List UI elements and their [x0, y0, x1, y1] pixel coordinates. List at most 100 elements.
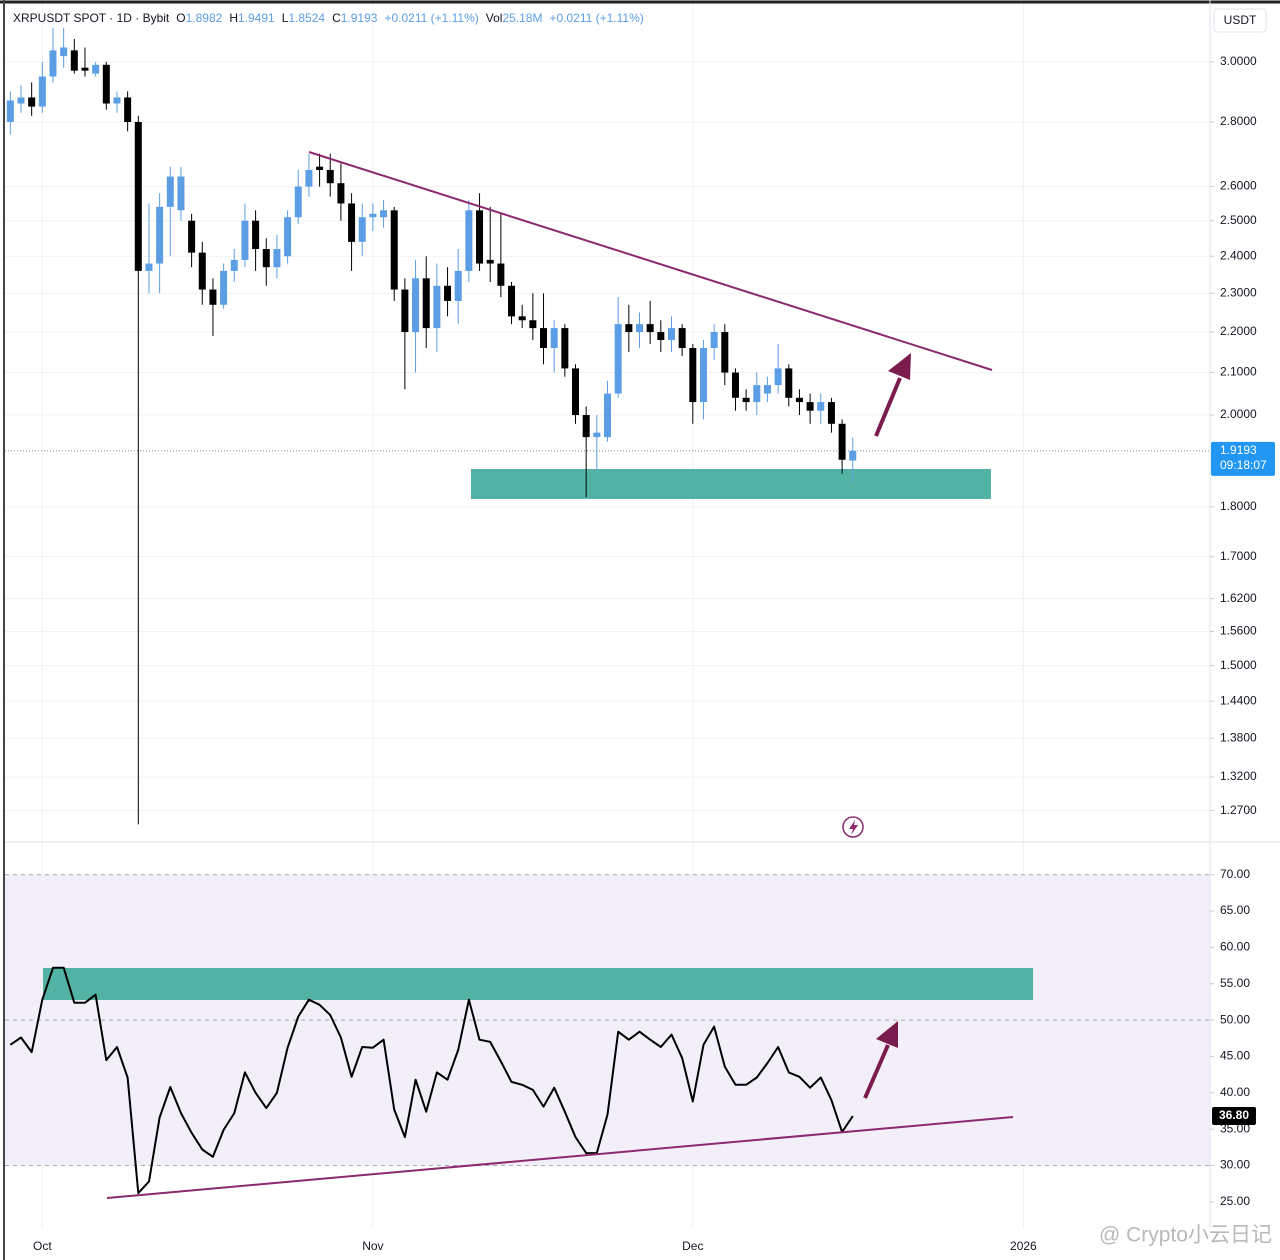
legend-item: 1.9193	[341, 11, 378, 25]
y-tick-label: 30.00	[1220, 1158, 1250, 1172]
candle-body	[572, 368, 580, 416]
candle-body	[70, 50, 78, 71]
candle-body	[316, 166, 324, 170]
last-value-tag	[1212, 1107, 1256, 1126]
candle-body	[433, 285, 441, 329]
candle-body	[454, 270, 462, 301]
y-tick-label: 2.3000	[1220, 285, 1257, 299]
alert-icon-bolt	[849, 820, 858, 835]
candle-body	[817, 402, 825, 411]
candle-body	[795, 397, 803, 403]
legend-item: 25.18M	[502, 11, 542, 25]
legend-item: L	[282, 11, 289, 25]
currency-box[interactable]	[1213, 8, 1267, 33]
legend: XRPUSDT SPOT · 1D · Bybit O1.8982 H1.9491 L…	[13, 11, 644, 25]
arrow-head	[888, 353, 911, 380]
candle-body	[657, 332, 665, 340]
y-tick-label: 70.00	[1220, 867, 1250, 881]
candle-body	[294, 186, 302, 218]
y-tick-label: 1.6200	[1220, 591, 1257, 605]
candle-body	[284, 217, 292, 257]
candle-body	[721, 332, 729, 373]
candle-body	[28, 97, 36, 107]
candle-body	[593, 432, 601, 438]
rsi-line	[9, 966, 854, 1195]
countdown: 09:18:07	[1220, 458, 1267, 472]
legend-item: Vol	[486, 11, 503, 25]
candle-body	[220, 270, 228, 305]
candle-body	[561, 328, 569, 369]
candle-body	[412, 278, 420, 333]
candle-body	[742, 397, 750, 403]
candle-body	[348, 203, 356, 242]
candle-body	[262, 249, 270, 268]
marks-layer	[6, 27, 857, 1195]
candle-body	[134, 121, 142, 271]
candle-body	[785, 368, 793, 398]
arrow-head	[876, 1021, 898, 1048]
y-tick-label: 1.3800	[1220, 730, 1257, 744]
candle-body	[252, 220, 260, 250]
candle-body	[305, 169, 313, 187]
candle-body	[230, 259, 238, 271]
y-tick-label: 2.5000	[1220, 213, 1257, 227]
rsi-zone	[43, 968, 1033, 1000]
candle-body	[486, 259, 494, 264]
candle-body	[827, 402, 835, 424]
candle-body	[476, 210, 484, 264]
candle-body	[667, 328, 675, 340]
legend-item: +0.0211 (+1.11%)	[549, 11, 643, 25]
y-tick-label: 2.1000	[1220, 365, 1257, 379]
y-tick-label: 1.5600	[1220, 624, 1257, 638]
candle-body	[689, 348, 697, 403]
candle-body	[380, 210, 388, 218]
y-tick-label: 2.4000	[1220, 248, 1257, 262]
candle-body	[774, 368, 782, 386]
candle-body	[646, 324, 654, 333]
watermark: @ Crypto小云日记	[1099, 1224, 1272, 1247]
candle-body	[635, 324, 643, 333]
y-tick-label: 55.00	[1220, 976, 1250, 990]
legend-item: XRPUSDT SPOT · 1D · Bybit	[13, 11, 170, 25]
candle-body	[358, 217, 366, 242]
last-value-label: 36.80	[1219, 1108, 1249, 1122]
candle-body	[699, 348, 707, 403]
arrow-shaft	[863, 1044, 890, 1099]
y-tick-label: 1.7000	[1220, 549, 1257, 563]
y-tick-label: 60.00	[1220, 940, 1250, 954]
y-tick-label: 2.6000	[1220, 179, 1257, 193]
candle-body	[465, 210, 473, 271]
candle-body	[198, 252, 206, 290]
candle-body	[604, 393, 611, 438]
candle-body	[369, 213, 377, 218]
candle-body	[614, 324, 622, 394]
candle-body	[102, 64, 110, 104]
legend-item: 1.8982	[186, 11, 223, 25]
candle-body	[838, 423, 846, 460]
candle-body	[188, 220, 196, 253]
y-tick-label: 65.00	[1220, 903, 1250, 917]
candle-body	[422, 278, 430, 329]
legend-item: H	[229, 11, 238, 25]
candle-body	[582, 415, 590, 438]
candle-body	[81, 67, 89, 71]
y-tick-label: 45.00	[1220, 1049, 1250, 1063]
candle-body	[326, 169, 334, 184]
candle-body	[849, 450, 857, 461]
candle-body	[625, 324, 633, 333]
x-tick-label: Oct	[33, 1239, 52, 1253]
candle-body	[540, 328, 548, 349]
candle-body	[390, 210, 398, 290]
candle-body	[529, 320, 537, 329]
y-tick-label: 2.2000	[1220, 324, 1257, 338]
candle-body	[241, 220, 249, 260]
x-tick-label: Nov	[362, 1239, 383, 1253]
candle-body	[550, 328, 558, 349]
alert-icon[interactable]	[842, 816, 864, 838]
rsi-trend-line	[106, 1116, 1014, 1199]
candle-body	[710, 332, 718, 349]
legend-item: 1.9491	[238, 11, 275, 25]
candle-body	[60, 47, 68, 57]
candle-body	[92, 64, 100, 74]
candle-body	[497, 263, 505, 286]
